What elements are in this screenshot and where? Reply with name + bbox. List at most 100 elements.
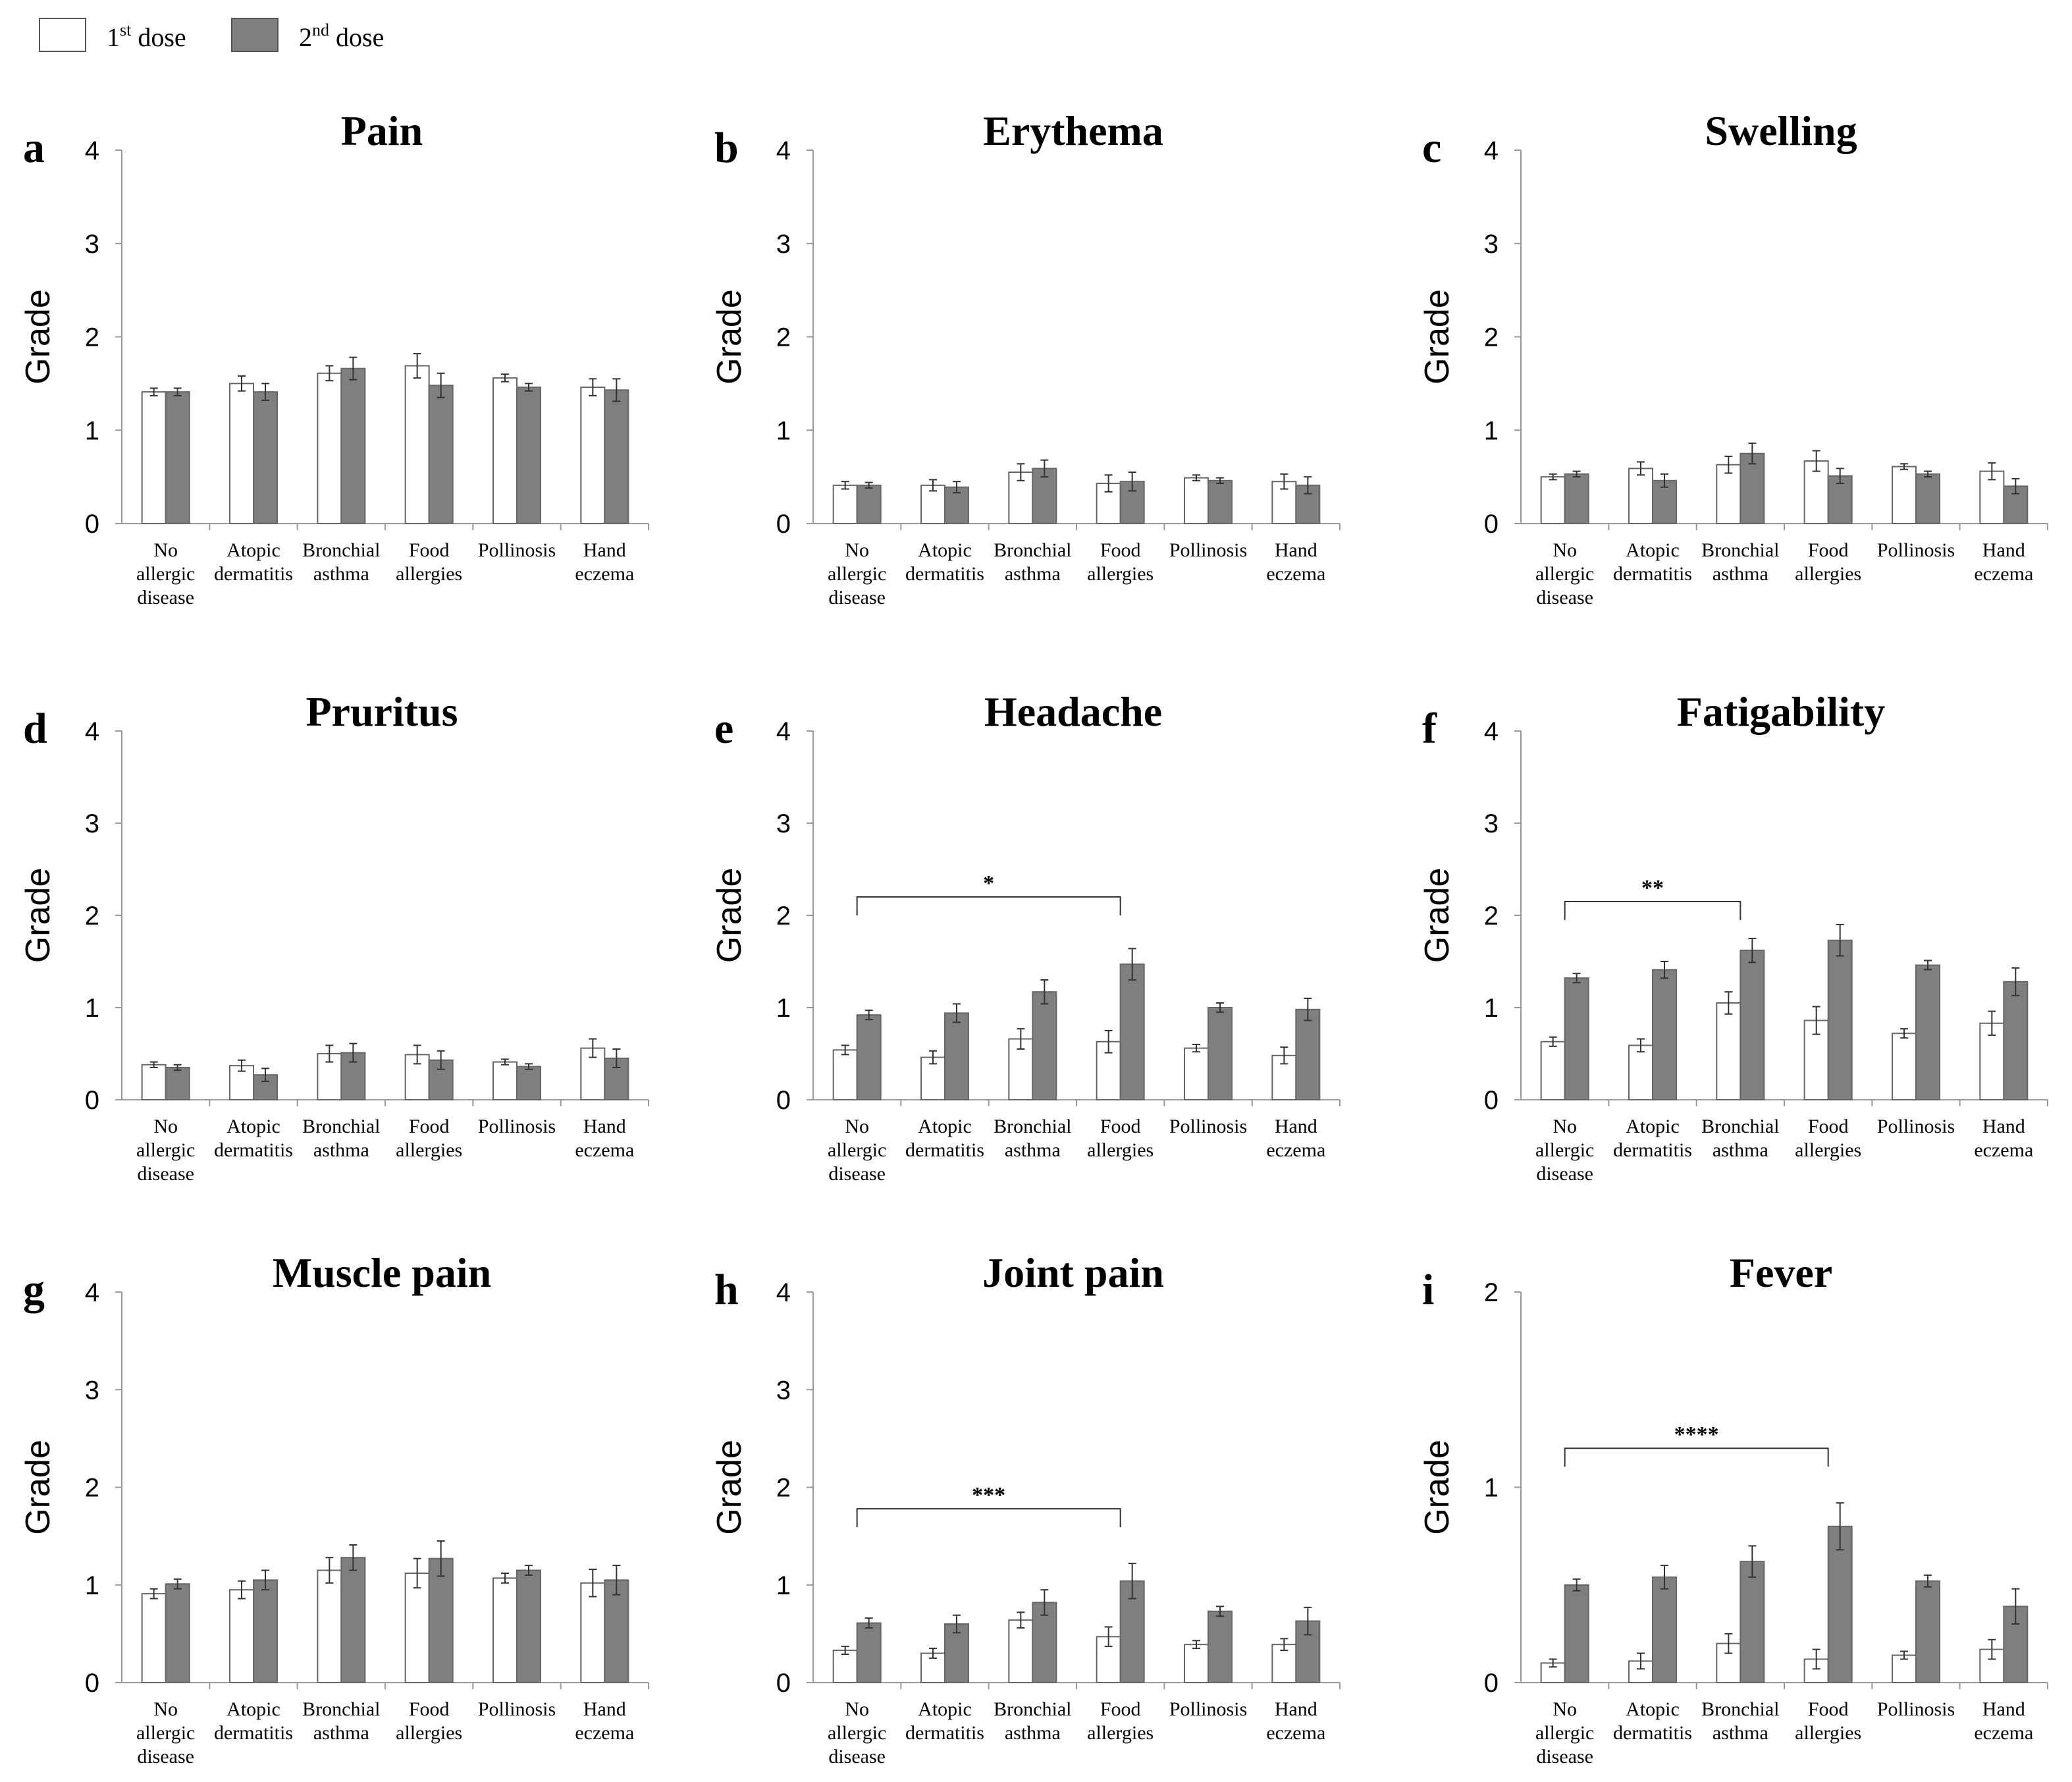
bar-second-dose <box>1915 1580 1940 1684</box>
legend-swatch-second <box>231 18 279 52</box>
bar-second-dose <box>253 1579 278 1683</box>
x-tick-label: Pollinosis <box>478 1698 556 1720</box>
x-tick-label: allergic <box>828 563 886 585</box>
significance-bracket <box>856 1508 1121 1528</box>
y-tick-label: 0 <box>85 510 99 539</box>
x-tick-label: Pollinosis <box>1169 1698 1247 1720</box>
x-tick-label: Hand <box>583 539 626 561</box>
x-tick-label: eczema <box>575 563 634 585</box>
panel-letter: a <box>23 124 45 172</box>
x-tick-label: No <box>845 1116 869 1137</box>
x-tick-label: Atopic <box>226 1116 280 1137</box>
x-tick-label: disease <box>137 1163 194 1185</box>
bar-first-dose <box>141 391 167 524</box>
bar-first-dose <box>1540 1040 1566 1101</box>
panel-letter: b <box>714 124 739 172</box>
y-tick-label: 4 <box>85 1278 99 1307</box>
y-tick-label: 4 <box>1484 136 1499 165</box>
bar-second-dose <box>165 1067 190 1100</box>
x-tick-label: disease <box>137 1746 194 1768</box>
bar-first-dose <box>492 377 518 524</box>
y-tick-label: 4 <box>1484 717 1499 746</box>
significance-label: * <box>983 871 994 896</box>
x-tick-label: allergic <box>1535 1139 1594 1161</box>
x-tick-label: dermatitis <box>214 563 293 585</box>
y-tick-label: 3 <box>776 1376 791 1405</box>
y-tick-label: 1 <box>776 416 791 445</box>
y-tick-label: 4 <box>776 1278 791 1307</box>
legend-label-second: 2nd dose <box>299 20 384 52</box>
y-tick-label: 2 <box>1484 323 1499 352</box>
y-tick-label: 4 <box>776 136 791 165</box>
bar-second-dose <box>1295 1008 1321 1101</box>
bar-first-dose <box>1540 476 1566 524</box>
x-tick-label: Bronchial <box>302 1116 380 1137</box>
significance-label: **** <box>1674 1422 1719 1447</box>
bar-first-dose <box>1716 464 1741 525</box>
x-tick-label: No <box>845 1698 869 1720</box>
x-tick-label: Hand <box>583 1698 626 1720</box>
bar-second-dose <box>1740 1561 1765 1683</box>
x-tick-label: Bronchial <box>994 539 1071 561</box>
x-tick-label: dermatitis <box>214 1722 293 1744</box>
x-tick-label: Pollinosis <box>478 539 556 561</box>
bar-first-dose <box>229 383 254 524</box>
y-tick-label: 1 <box>85 1571 99 1600</box>
y-tick-label: 0 <box>776 1086 791 1115</box>
x-tick-label: dermatitis <box>905 1139 984 1161</box>
y-axis-label: Grade <box>710 289 749 385</box>
x-tick-label: Food <box>1100 1698 1141 1720</box>
panel-letter: c <box>1422 124 1441 172</box>
x-tick-label: eczema <box>1266 1722 1325 1744</box>
bar-second-dose <box>1652 1576 1677 1683</box>
x-tick-label: eczema <box>575 1139 634 1161</box>
bar-second-dose <box>1827 1525 1853 1684</box>
y-axis-label: Grade <box>19 1440 57 1535</box>
bar-second-dose <box>856 1014 882 1100</box>
x-tick-label: Hand <box>1982 1116 2025 1137</box>
x-tick-label: Pollinosis <box>1169 1116 1247 1137</box>
x-tick-label: allergic <box>136 563 195 585</box>
panel-f: f Fatigability Grade 0 1 2 3 4 Noallergicdisease… <box>1418 688 2048 1185</box>
x-tick-label: No <box>1553 1116 1577 1137</box>
bar-first-dose <box>1892 1654 1917 1683</box>
panel-letter: f <box>1422 705 1437 753</box>
x-tick-label: asthma <box>313 1722 369 1744</box>
x-tick-label: asthma <box>1005 563 1061 585</box>
bar-first-dose <box>1892 1033 1917 1100</box>
bar-second-dose <box>1208 1007 1233 1100</box>
bar-second-dose <box>1119 963 1145 1100</box>
bar-first-dose <box>141 1064 167 1101</box>
bar-second-dose <box>1032 991 1057 1100</box>
bar-first-dose <box>317 372 342 524</box>
y-tick-label: 3 <box>85 809 99 838</box>
x-tick-label: eczema <box>1266 1139 1325 1161</box>
panel-title: Pruritus <box>305 688 458 735</box>
x-tick-label: eczema <box>1266 563 1325 585</box>
x-tick-label: allergies <box>1795 1722 1861 1744</box>
x-tick-label: eczema <box>1974 1722 2033 1744</box>
x-tick-label: dermatitis <box>1613 1139 1692 1161</box>
y-tick-label: 4 <box>85 136 99 165</box>
y-tick-label: 2 <box>85 902 99 931</box>
significance-bracket <box>1564 1447 1829 1467</box>
x-tick-label: Atopic <box>918 1698 972 1720</box>
bar-first-dose <box>920 484 945 525</box>
x-tick-label: Pollinosis <box>1169 539 1247 561</box>
legend-label-first: 1st dose <box>107 20 186 52</box>
x-tick-label: eczema <box>1974 563 2033 585</box>
bar-second-dose <box>1208 479 1233 524</box>
y-tick-label: 3 <box>85 1376 99 1405</box>
panel-title: Muscle pain <box>273 1249 491 1296</box>
y-tick-label: 1 <box>1484 1474 1499 1503</box>
y-tick-label: 3 <box>1484 809 1499 838</box>
y-tick-label: 1 <box>776 1571 791 1600</box>
y-tick-label: 2 <box>1484 902 1499 931</box>
x-tick-label: eczema <box>1974 1139 2033 1161</box>
x-tick-label: allergic <box>136 1139 195 1161</box>
y-tick-label: 4 <box>85 717 99 746</box>
